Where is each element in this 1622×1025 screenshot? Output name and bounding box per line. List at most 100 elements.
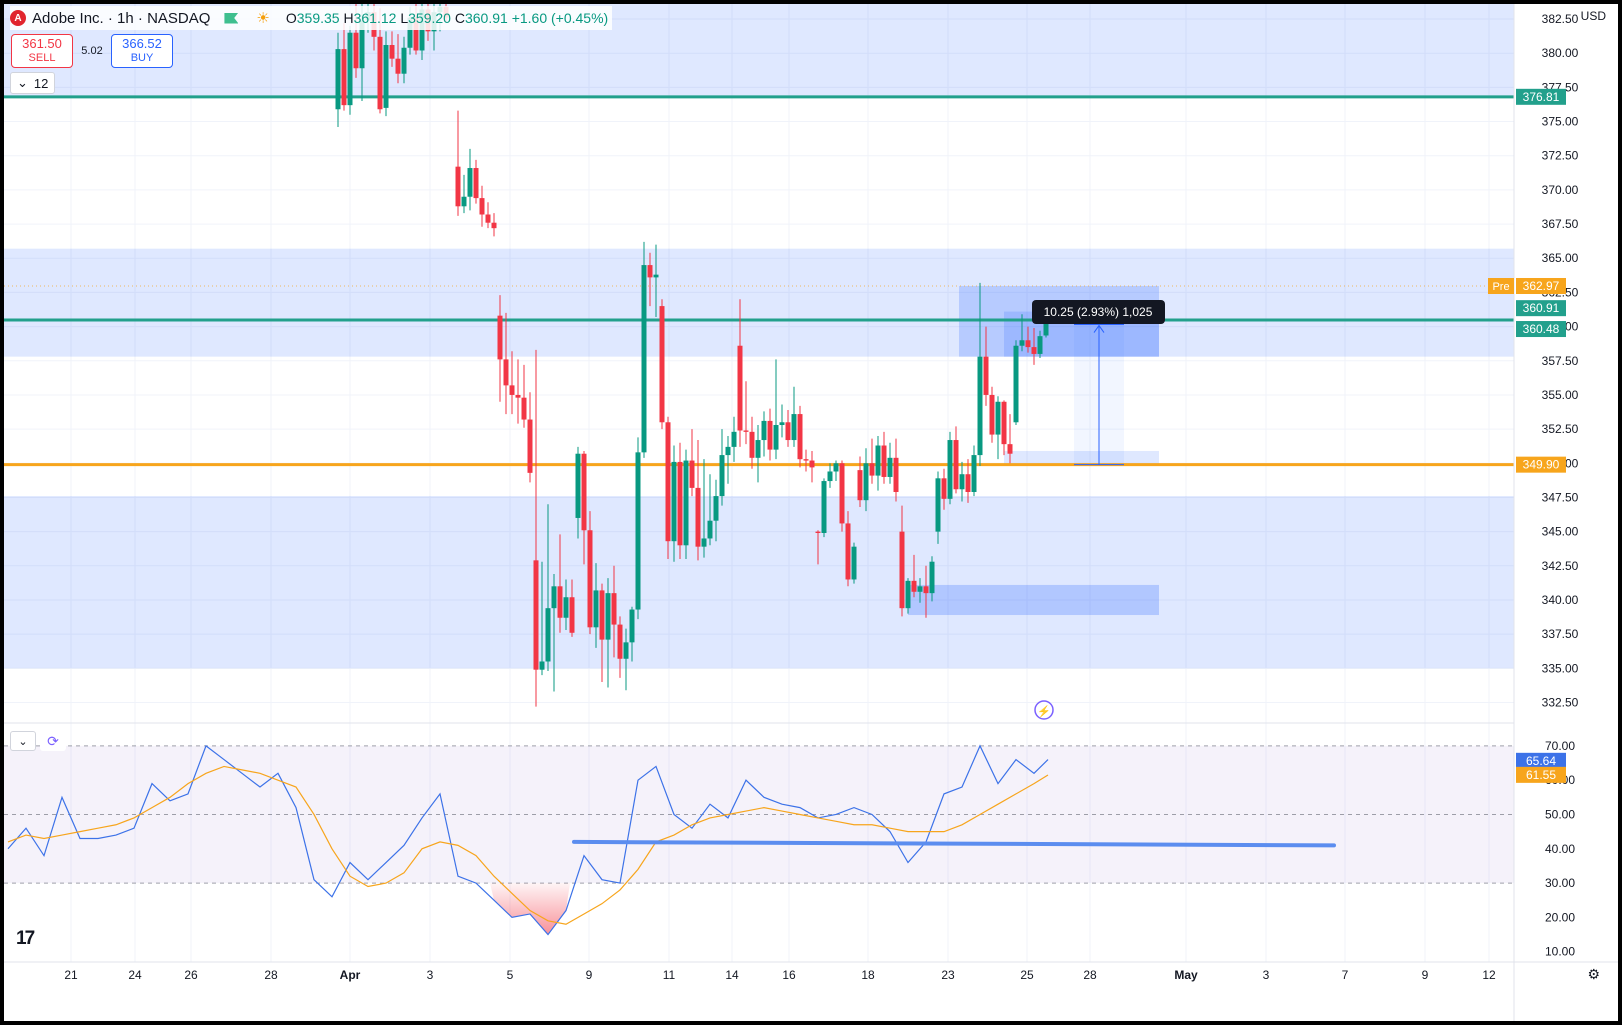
price-label: 362.97 xyxy=(1523,279,1560,293)
price-tick-label: 345.00 xyxy=(1542,525,1579,539)
chevron-down-icon[interactable]: ⌄ xyxy=(10,731,36,751)
candle xyxy=(1007,414,1013,464)
candle xyxy=(539,561,545,676)
time-tick-label: 18 xyxy=(861,968,875,982)
candle-body xyxy=(1007,444,1013,454)
candle xyxy=(575,446,581,539)
price-tick-label: 372.50 xyxy=(1542,149,1579,163)
sell-price: 361.50 xyxy=(22,36,62,51)
candle xyxy=(551,574,557,692)
time-tick-label: Apr xyxy=(340,968,361,982)
candle xyxy=(653,244,659,318)
candle xyxy=(773,359,779,460)
time-tick-label: 23 xyxy=(941,968,955,982)
candle xyxy=(545,504,551,672)
rsi-tick-label: 70.00 xyxy=(1545,739,1575,753)
candle xyxy=(599,583,605,682)
candle xyxy=(647,252,653,307)
candle-body xyxy=(725,446,731,456)
candle xyxy=(671,445,677,562)
candle xyxy=(953,426,959,494)
rsi-oversold-fill xyxy=(490,883,570,935)
symbol-title[interactable]: Adobe Inc. · 1h · NASDAQ xyxy=(32,9,211,27)
candle-body xyxy=(917,586,923,592)
time-tick-label: 7 xyxy=(1342,968,1349,982)
candle-body xyxy=(761,420,767,441)
time-tick-label: 5 xyxy=(507,968,514,982)
candle xyxy=(983,326,989,406)
candle xyxy=(665,416,671,559)
price-label-box xyxy=(1516,300,1566,317)
candle xyxy=(743,381,749,445)
price-tick-label: 342.50 xyxy=(1542,559,1579,573)
price-tick-label: 335.00 xyxy=(1542,661,1579,675)
chevron-down-icon: ⌄ xyxy=(17,75,28,90)
candle xyxy=(737,299,743,447)
candle xyxy=(941,468,947,510)
candle xyxy=(389,31,395,67)
candle xyxy=(1031,327,1037,365)
candle xyxy=(659,299,665,430)
candle xyxy=(839,460,845,532)
candle xyxy=(905,578,911,614)
candle xyxy=(965,459,971,503)
candle-body xyxy=(617,624,623,659)
candle-body xyxy=(737,345,743,431)
axis-bg xyxy=(1514,4,1618,1021)
zone-rect xyxy=(4,248,1514,357)
candle-body xyxy=(779,422,785,426)
candle-body xyxy=(977,356,983,456)
candle xyxy=(725,435,731,484)
candle-body xyxy=(785,422,791,441)
candle-body xyxy=(773,425,779,450)
candle xyxy=(731,416,737,462)
candle-body xyxy=(989,394,995,435)
candle xyxy=(1019,314,1025,352)
candle-body xyxy=(749,431,755,458)
lightning-glyph: ⚡ xyxy=(1037,705,1051,718)
candle-body xyxy=(743,430,749,432)
candle-body xyxy=(593,590,599,628)
candle-body xyxy=(689,460,695,488)
candle-body xyxy=(941,478,947,499)
candle-body xyxy=(569,597,575,633)
candle-body xyxy=(959,474,965,490)
candle xyxy=(971,445,977,497)
chart-canvas[interactable]: 10.25 (2.93%) 1,025⚡332.50335.00337.5034… xyxy=(4,4,1618,1021)
rsi-tick-label: 20.00 xyxy=(1545,910,1575,924)
indicators-collapse-button[interactable]: ⌄ 12 xyxy=(10,72,56,94)
candle-body xyxy=(845,523,851,580)
sell-button[interactable]: 361.50 SELL xyxy=(11,34,73,68)
rsi-tick-label: 40.00 xyxy=(1545,842,1575,856)
measure-tooltip-text: 10.25 (2.93%) 1,025 xyxy=(1044,305,1153,319)
candle-body xyxy=(875,445,881,476)
candle-body xyxy=(545,608,551,662)
gear-icon[interactable]: ⚙ xyxy=(1587,966,1600,982)
time-tick-label: 11 xyxy=(663,968,676,982)
candle-body xyxy=(533,560,539,670)
candle xyxy=(587,511,593,635)
symbol-header: A Adobe Inc. · 1h · NASDAQ ☀ O359.35 H36… xyxy=(10,6,613,30)
buy-button[interactable]: 366.52 BUY xyxy=(111,34,173,68)
candle-body xyxy=(827,471,833,482)
price-tick-label: 365.00 xyxy=(1542,251,1579,265)
sync-icon[interactable]: ⟳ xyxy=(40,731,66,751)
currency-label[interactable]: USD xyxy=(1580,9,1606,23)
candle xyxy=(833,460,839,482)
buy-price: 366.52 xyxy=(122,36,162,51)
candle-body xyxy=(821,481,827,533)
candle-body xyxy=(503,359,509,386)
time-tick-label: 26 xyxy=(184,968,198,982)
candle xyxy=(533,349,539,707)
tradingview-logo-icon[interactable]: 17 xyxy=(16,928,35,949)
candle-body xyxy=(983,356,989,395)
candle-body xyxy=(683,460,689,546)
flag-icon[interactable] xyxy=(224,12,239,24)
candle-body xyxy=(905,580,911,609)
time-tick-label: 9 xyxy=(1422,968,1429,982)
candle-body xyxy=(521,397,527,420)
candle xyxy=(929,556,935,602)
candle xyxy=(629,606,635,662)
candle xyxy=(707,474,713,546)
price-tick-label: 357.50 xyxy=(1542,354,1579,368)
